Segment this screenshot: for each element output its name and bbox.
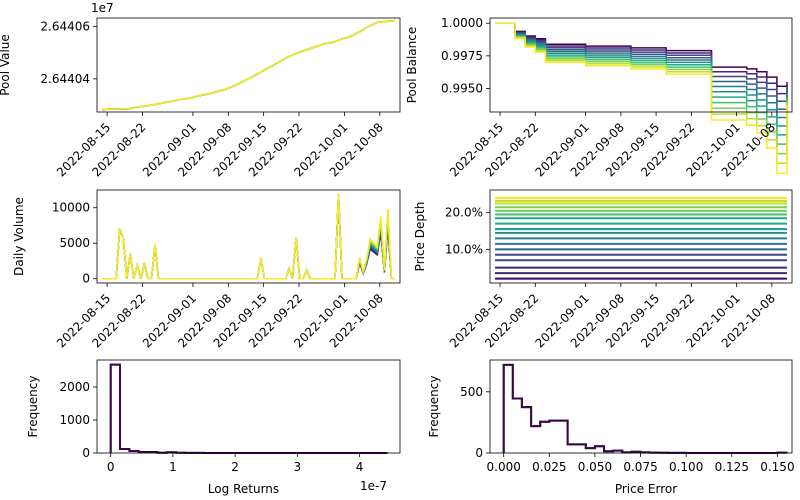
x-tick-label: 0.050 (578, 460, 612, 474)
y-tick-label: 0 (82, 446, 90, 460)
axes-frame (489, 359, 793, 454)
daily-volume-line (102, 194, 395, 280)
pool-balance-line (495, 22, 788, 175)
y-tick-label: 1000 (59, 413, 90, 427)
y-tick-label: 0 (475, 446, 483, 460)
axes-frame (96, 359, 401, 454)
panel-daily-volume: 05000100002022-08-152022-08-222022-09-01… (12, 189, 401, 350)
axes-frame (96, 17, 401, 113)
daily-volume-line (102, 194, 395, 280)
price-error-histogram (502, 363, 788, 454)
y-axis-label: Daily Volume (12, 197, 26, 276)
daily-volume-line (102, 194, 395, 280)
pool-value-line (101, 19, 395, 111)
y-tick-label: 2000 (59, 380, 90, 394)
pool-value-line (101, 19, 395, 111)
y-tick-label: 1.0000 (441, 16, 483, 30)
panel-log-returns: 0 1000 2000 0 1 2 3 4 Log Returns 1e-7 Frequency (26, 359, 401, 496)
pool-value-line (101, 19, 395, 111)
y-tick-label: 2.64406 (40, 20, 90, 34)
pool-value-line (101, 19, 395, 111)
x-axis-label: Log Returns (208, 482, 279, 496)
daily-volume-line (102, 194, 395, 280)
x-axis-label: Price Error (615, 482, 677, 496)
y-tick-label: 5000 (59, 236, 90, 250)
axes-frame (96, 189, 401, 284)
pool-balance-line (495, 22, 788, 103)
y-axis-label: Frequency (427, 376, 441, 438)
pool-balance-line (495, 22, 788, 95)
pool-value-line (101, 19, 395, 111)
x-tick-label: 0 (107, 460, 115, 474)
pool-value-line (101, 19, 395, 111)
pool-value-line (101, 19, 395, 111)
x-tick-label: 0.000 (487, 460, 521, 474)
offset-label: 1e7 (91, 1, 114, 15)
y-axis-label: Price Depth (413, 202, 427, 272)
x-tick-label: 0.100 (669, 460, 703, 474)
daily-volume-line (102, 194, 395, 280)
y-tick-label: 20.0% (445, 206, 483, 220)
y-tick-label: 0.9975 (441, 49, 483, 63)
log-returns-histogram (109, 363, 388, 454)
daily-volume-line (102, 194, 395, 280)
daily-volume-line (102, 194, 395, 280)
price-error-histogram (502, 363, 788, 454)
log-returns-histogram (109, 363, 388, 454)
pool-value-line (101, 19, 395, 111)
y-tick-label: 500 (460, 385, 483, 399)
axes-frame (489, 189, 793, 284)
y-axis-label: Pool Balance (405, 27, 419, 104)
x-tick-label: 0.125 (715, 460, 749, 474)
pool-balance-line (495, 22, 788, 88)
price-error-histogram (502, 363, 788, 454)
panel-price-depth: 20.0%10.0%2022-08-152022-08-222022-09-01… (413, 189, 793, 350)
panel-pool-balance: 1.00000.99750.99502022-08-152022-08-2220… (405, 16, 793, 179)
log-returns-histogram (109, 363, 388, 454)
x-tick-label: 0.025 (532, 460, 566, 474)
panel-price-error: 0 500 0.000 0.025 0.050 0.075 0.100 0.125 0.150 P… (427, 359, 795, 496)
x-tick-label: 3 (294, 460, 302, 474)
offset-label: 1e-7 (360, 479, 387, 493)
y-tick-label: 0 (82, 272, 90, 286)
x-tick-label: 1 (169, 460, 177, 474)
y-tick-label: 2.64404 (40, 72, 90, 86)
daily-volume-line (102, 194, 395, 280)
panel-pool-value: 2.644042.644062022-08-152022-08-222022-0… (0, 1, 401, 179)
y-axis-label: Pool Value (0, 34, 12, 96)
pool-value-line (101, 19, 395, 111)
x-tick-label: 2 (231, 460, 239, 474)
x-tick-label: 0.075 (623, 460, 657, 474)
axes-frame (489, 17, 793, 113)
x-tick-label: 4 (356, 460, 364, 474)
daily-volume-line (102, 194, 395, 280)
x-tick-label: 0.150 (760, 460, 794, 474)
y-tick-label: 0.9950 (441, 82, 483, 96)
pool-balance-line (495, 22, 788, 119)
y-tick-label: 10000 (52, 201, 90, 215)
y-axis-label: Frequency (26, 376, 40, 438)
price-error-histogram (502, 363, 788, 454)
pool-value-line (101, 19, 395, 111)
daily-volume-line (102, 194, 395, 280)
pool-value-line (101, 19, 395, 111)
daily-volume-line (102, 194, 395, 280)
y-tick-label: 10.0% (445, 242, 483, 256)
